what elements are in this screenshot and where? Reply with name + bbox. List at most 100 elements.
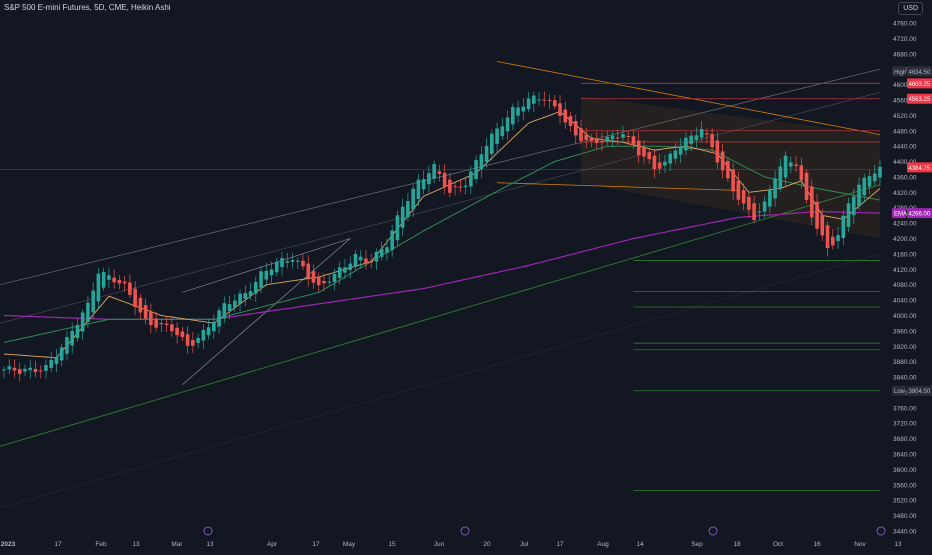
price-badge-value: 4563.25	[909, 97, 931, 103]
x-tick-label: Feb	[95, 541, 107, 548]
event-marker-icon	[460, 526, 470, 536]
candle-body	[600, 141, 604, 143]
candle-body	[290, 260, 295, 262]
candle-body	[469, 171, 473, 187]
candle-body	[274, 261, 279, 273]
candle-body	[170, 324, 174, 332]
candle-body	[663, 161, 667, 166]
candle-body	[343, 267, 347, 273]
y-tick-label: 3560.00	[893, 482, 917, 489]
channel-shade	[581, 96, 880, 239]
candle-body	[684, 137, 688, 151]
trendline-green	[0, 184, 881, 447]
x-tick-label: 17	[312, 541, 320, 548]
candle-body	[642, 147, 646, 157]
y-tick-label: 4080.00	[893, 282, 917, 289]
y-tick-label: 4440.00	[893, 144, 917, 151]
candle-body	[694, 135, 699, 140]
candle-body	[636, 140, 641, 156]
y-tick-label: 3720.00	[893, 421, 917, 428]
candle-body	[867, 176, 872, 187]
event-marker-icon	[708, 526, 718, 536]
y-tick-label: 3480.00	[893, 513, 917, 520]
candle-body	[463, 185, 468, 188]
candle-body	[117, 279, 122, 284]
x-tick-label: Jun	[434, 541, 445, 548]
candle-body	[122, 281, 127, 284]
symbol-legend: S&P 500 E-mini Futures, 5D, CME, Heikin …	[4, 3, 171, 12]
candle-body	[327, 281, 332, 283]
x-tick-label: 13	[206, 541, 214, 548]
currency-button[interactable]: USD	[898, 2, 923, 15]
candle-body	[301, 260, 305, 267]
candle-body	[673, 150, 678, 159]
candle-body	[86, 302, 90, 323]
y-tick-label: 4600.00	[893, 82, 917, 89]
candle-body	[353, 253, 358, 267]
candle-body	[107, 275, 111, 280]
candle-body	[295, 260, 300, 262]
event-marker-icon	[876, 526, 886, 536]
candle-body	[212, 321, 216, 332]
y-tick-label: 4320.00	[893, 190, 917, 197]
candle-body	[374, 251, 379, 262]
candle-body	[584, 134, 589, 140]
y-tick-label: 4520.00	[893, 113, 917, 120]
candle-body	[390, 230, 394, 250]
y-tick-label: 4160.00	[893, 251, 917, 258]
candle-body	[815, 201, 819, 229]
candle-body	[159, 323, 164, 325]
candle-body	[511, 106, 515, 125]
candle-body	[563, 109, 568, 123]
x-tick-label: 14	[636, 541, 644, 548]
candle-body	[65, 337, 69, 354]
candle-body	[44, 365, 48, 371]
candle-body	[75, 324, 80, 339]
candle-body	[453, 186, 457, 188]
candle-body	[369, 260, 373, 263]
x-tick-label: 18	[733, 541, 741, 548]
candle-body	[699, 129, 704, 138]
candle-body	[112, 277, 116, 283]
candle-body	[49, 359, 54, 368]
candle-body	[558, 103, 562, 116]
candle-body	[757, 211, 762, 213]
candle-body	[862, 177, 867, 196]
candle-body	[652, 155, 657, 170]
candle-body	[878, 166, 882, 178]
candle-body	[437, 171, 442, 175]
y-tick-label: 4000.00	[893, 313, 917, 320]
candle-body	[804, 172, 809, 201]
x-tick-label: Nov	[854, 541, 866, 548]
candle-body	[573, 120, 578, 136]
candle-body	[668, 153, 672, 164]
candle-body	[857, 184, 861, 206]
candle-body	[442, 172, 447, 187]
candle-body	[28, 367, 33, 371]
candle-body	[427, 173, 431, 185]
candle-body	[91, 290, 95, 313]
y-tick-label: 4560.00	[893, 97, 917, 104]
candle-body	[406, 201, 410, 218]
price-badge-value: 4603.25	[909, 82, 931, 88]
candle-body	[364, 258, 368, 263]
candle-body	[264, 270, 269, 280]
candle-body	[175, 327, 179, 336]
y-tick-label: 3520.00	[893, 498, 917, 505]
price-badge-bg	[907, 162, 932, 173]
candle-body	[285, 261, 290, 263]
candle-body	[154, 318, 158, 328]
x-tick-label: Apr	[267, 541, 278, 548]
x-tick-label: 16	[813, 541, 821, 548]
candle-body	[458, 186, 463, 188]
candle-body	[799, 165, 804, 181]
price-badge-value: 4634.50	[909, 70, 931, 76]
badge-label-bg	[892, 66, 906, 77]
candle-body	[227, 304, 232, 311]
candle-body	[610, 135, 615, 140]
x-tick-label: Aug	[597, 541, 609, 548]
x-tick-label: 15	[388, 541, 396, 548]
y-tick-label: 3640.00	[893, 452, 917, 459]
